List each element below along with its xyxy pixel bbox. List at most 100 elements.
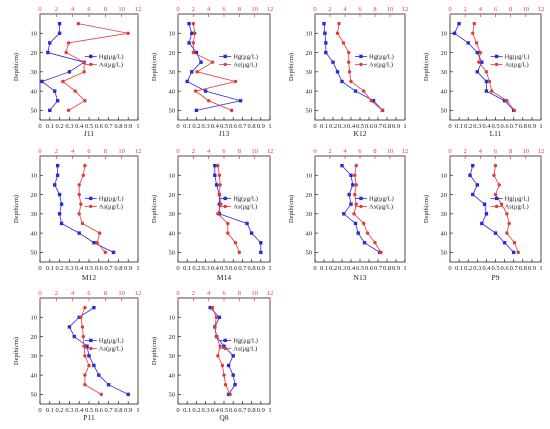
as-series-line [62, 23, 129, 111]
x-bottom-tick-label: 0.3 [65, 407, 73, 414]
x-bottom-tick-label: 0 [38, 123, 41, 130]
hg-data-point [502, 241, 507, 245]
as-data-point [195, 70, 199, 74]
x-top-tick-label: 4 [479, 6, 483, 13]
x-bottom-tick-label: 0.2 [464, 123, 472, 130]
x-bottom-tick-label: 0.6 [95, 265, 104, 272]
x-bottom-tick-label: 0.5 [220, 265, 228, 272]
x-bottom-tick-label: 0.2 [56, 123, 64, 130]
hg-data-point [190, 70, 194, 74]
x-bottom-tick-label: 0.9 [257, 407, 265, 414]
hg-data-point [67, 70, 72, 74]
as-data-point [191, 50, 196, 55]
as-data-point [214, 315, 219, 319]
x-top-tick-label: 4 [71, 148, 75, 155]
as-data-point [233, 241, 238, 245]
x-bottom-tick-label: 0.6 [95, 123, 104, 130]
as-data-point [337, 21, 341, 26]
x-top-tick-label: 2 [328, 148, 331, 155]
as-data-point [362, 89, 366, 93]
as-data-point [233, 79, 238, 84]
x-top-tick-label: 8 [373, 148, 376, 155]
as-data-point [512, 108, 517, 113]
as-data-point [219, 202, 223, 206]
x-bottom-tick-label: 0.8 [114, 407, 122, 414]
hg-data-point [194, 108, 199, 113]
hg-data-point [466, 41, 470, 45]
hg-data-point [111, 250, 116, 255]
as-data-point [228, 392, 232, 397]
y-tick-label: 40 [306, 230, 313, 237]
hg-data-point [356, 231, 360, 235]
x-bottom-tick-label: 1 [403, 123, 406, 130]
as-data-point [516, 250, 520, 255]
x-top-tick-label: 10 [523, 6, 530, 13]
legend-hg-marker [359, 196, 363, 201]
x-bottom-tick-label: 0.4 [75, 123, 84, 130]
y-tick-label: 20 [31, 334, 38, 341]
legend-hg-label: Hg(μg/L) [369, 196, 394, 203]
x-top-tick-label: 6 [222, 6, 226, 13]
x-top-tick-label: 10 [251, 290, 258, 297]
x-top-tick-label: 0 [176, 148, 179, 155]
legend-hg-label: Hg(μg/L) [99, 54, 124, 61]
x-top-tick-label: 10 [251, 6, 258, 13]
hg-series-line [341, 165, 381, 253]
hg-data-point [40, 79, 44, 84]
x-bottom-tick-label: 0 [38, 407, 41, 414]
hg-data-point [57, 21, 62, 26]
x-bottom-tick-label: 0.9 [257, 123, 265, 130]
hg-data-point [199, 60, 203, 64]
as-data-point [335, 31, 340, 35]
y-tick-label: 10 [441, 31, 448, 38]
x-bottom-tick-label: 0.3 [338, 123, 346, 130]
x-bottom-tick-label: 0.2 [192, 407, 200, 414]
x-bottom-tick-label: 0 [313, 265, 316, 272]
as-data-point [505, 99, 509, 103]
x-bottom-tick-label: 0.6 [95, 407, 104, 414]
hg-data-point [55, 99, 60, 103]
hg-data-point [77, 231, 81, 235]
x-bottom-tick-label: 0.5 [491, 123, 499, 130]
as-data-point [222, 373, 226, 377]
as-data-point [210, 305, 215, 310]
as-data-point [87, 363, 91, 368]
x-bottom-tick-label: 0.4 [347, 123, 356, 130]
as-data-point [373, 241, 377, 245]
as-data-point [353, 173, 357, 177]
x-bottom-tick-label: 0.8 [248, 123, 256, 130]
y-axis-label: Depth(cm) [288, 195, 295, 223]
as-data-point [497, 183, 501, 187]
as-data-point [82, 344, 86, 348]
as-data-point [95, 241, 99, 245]
hg-data-point [512, 250, 516, 255]
x-bottom-tick-label: 0.8 [114, 123, 122, 130]
as-data-point [353, 192, 357, 197]
legend-hg-label: Hg(μg/L) [369, 54, 394, 61]
x-bottom-tick-label: 0.6 [229, 407, 238, 414]
hg-data-point [323, 31, 327, 35]
hg-data-point [347, 192, 351, 197]
x-bottom-tick-label: 0.8 [519, 265, 527, 272]
legend-hg-marker [223, 54, 227, 59]
x-bottom-tick-label: 0.9 [528, 123, 536, 130]
x-bottom-tick-label: 0.4 [75, 407, 84, 414]
hg-data-point [484, 79, 489, 84]
hg-data-point [480, 60, 484, 64]
as-series-line [472, 23, 515, 111]
x-top-tick-label: 4 [71, 290, 75, 297]
as-data-point [487, 79, 492, 84]
x-top-tick-label: 6 [222, 148, 226, 155]
x-bottom-tick-label: 0.6 [229, 265, 238, 272]
as-data-point [191, 21, 196, 26]
x-bottom-tick-label: 0.1 [455, 265, 463, 272]
y-tick-label: 50 [169, 250, 176, 257]
as-data-point [499, 202, 504, 206]
hg-data-point [213, 163, 217, 168]
hg-data-point [349, 202, 353, 206]
legend-hg-marker [223, 338, 227, 343]
